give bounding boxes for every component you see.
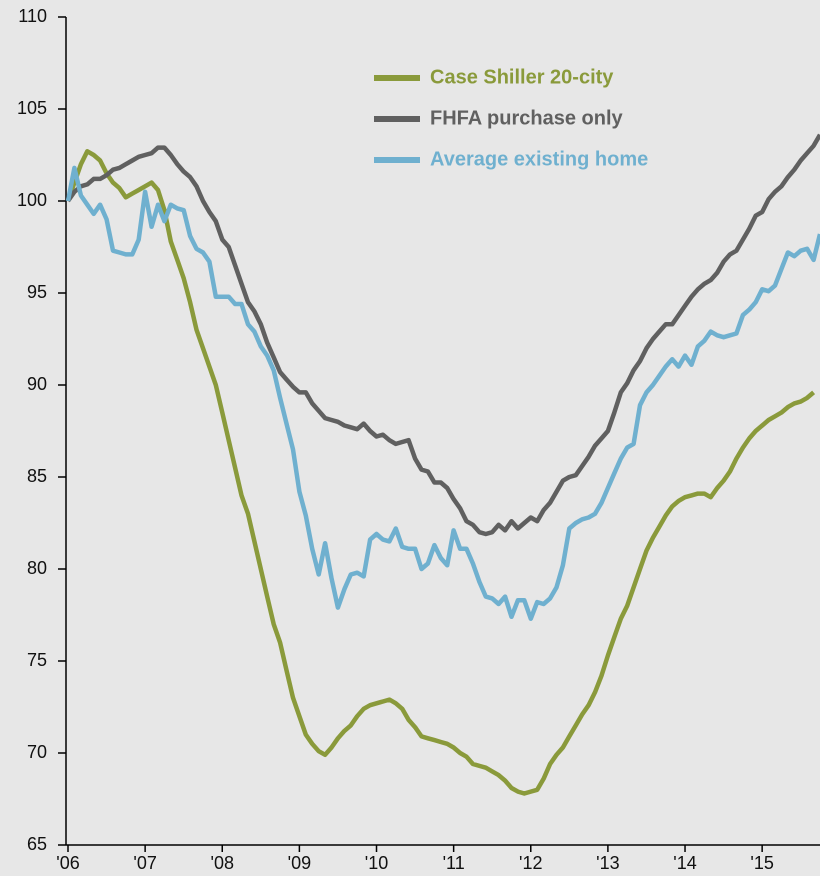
y-tick-label: 105 <box>17 98 47 118</box>
series-line <box>65 165 820 621</box>
y-tick-label: 75 <box>27 650 47 670</box>
y-tick-label: 100 <box>17 190 47 210</box>
x-tick-label: '10 <box>365 853 388 873</box>
x-tick-label: '07 <box>133 853 156 873</box>
y-tick-label: 70 <box>27 742 47 762</box>
legend-label: FHFA purchase only <box>430 107 624 129</box>
series-line <box>65 149 816 796</box>
x-tick-label: '09 <box>288 853 311 873</box>
x-tick-label: '13 <box>596 853 619 873</box>
y-tick-label: 110 <box>18 6 47 26</box>
x-tick-label: '14 <box>673 853 696 873</box>
series-line <box>66 133 820 537</box>
y-tick-label: 65 <box>27 834 47 854</box>
x-tick-label: '15 <box>750 853 773 873</box>
legend-label: Average existing home <box>430 148 648 170</box>
x-tick-label: '11 <box>443 853 465 873</box>
y-tick-label: 90 <box>27 374 47 394</box>
x-tick-label: '06 <box>56 853 79 873</box>
legend-label: Case Shiller 20-city <box>430 66 614 88</box>
x-tick-label: '08 <box>211 853 234 873</box>
y-tick-label: 95 <box>27 282 47 302</box>
y-tick-label: 85 <box>27 466 47 486</box>
x-tick-label: '12 <box>519 853 542 873</box>
y-tick-label: 80 <box>27 558 47 578</box>
